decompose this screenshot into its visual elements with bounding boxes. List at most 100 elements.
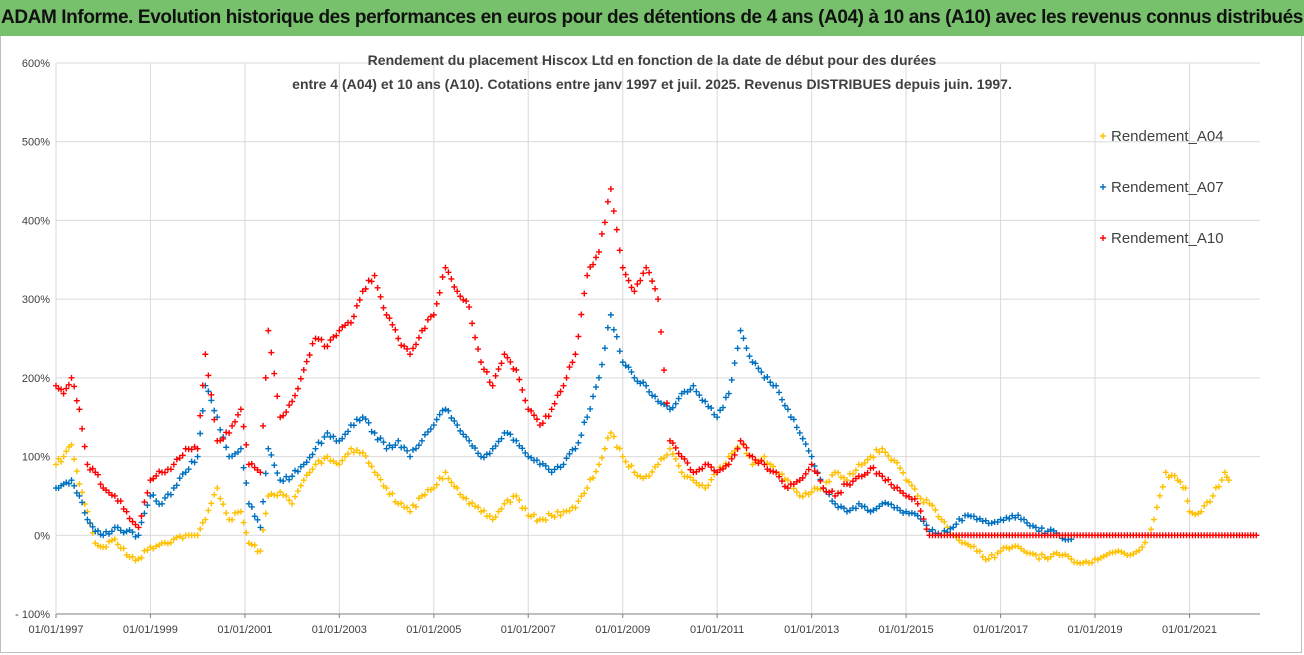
data-point [179,535,186,542]
data-point [81,443,88,450]
data-point [598,361,605,368]
data-point [71,456,78,463]
scatter-chart: - 100% 0% 100% 200% 300% 400% 500% 600% 01/01/19… [15,52,1260,636]
data-point [962,540,969,547]
data-point [616,247,623,254]
data-point [1159,483,1166,490]
data-point [914,512,921,519]
data-point [211,491,218,498]
data-point [492,514,499,521]
data-point [217,426,224,433]
data-point [108,537,115,544]
data-point [442,469,449,476]
data-point [424,428,431,435]
x-tick-label: 01/01/2015 [879,624,934,636]
data-point [1150,516,1157,523]
data-point [114,541,121,548]
data-point [643,382,650,389]
data-point [374,472,381,479]
data-point [578,493,585,500]
data-point [68,477,75,484]
data-point [1092,555,1098,562]
chart-title: Rendement du placement Hiscox Ltd en fon… [292,52,1012,92]
data-point [799,435,806,442]
data-point [631,469,638,476]
data-point [516,376,523,383]
data-point [226,429,233,436]
data-point [60,453,67,460]
data-point [1153,504,1160,511]
data-point [486,379,493,386]
data-point [646,388,653,395]
data-point [300,366,307,373]
data-point [773,469,780,476]
data-point [365,277,372,284]
data-point [528,407,535,414]
data-point [350,422,357,429]
data-point [237,445,244,452]
data-point [283,492,290,499]
data-point [779,396,786,403]
data-point [377,293,384,300]
data-point [271,370,278,377]
data-point [879,500,886,507]
data-point [584,414,591,421]
data-point [194,532,201,539]
data-point [1225,477,1232,484]
data-point [693,388,700,395]
data-point [466,437,473,444]
data-point [672,400,679,407]
data-point [498,435,505,442]
data-point [404,345,411,352]
data-point [424,316,431,323]
data-point [342,453,349,460]
data-point [234,411,241,418]
data-point [106,538,113,545]
data-point [65,480,72,487]
data-point [1148,526,1155,533]
x-tick-label: 01/01/2021 [1162,624,1217,636]
data-point [84,516,91,523]
data-point [587,405,594,412]
data-point [554,392,561,399]
legend-marker [1100,133,1106,139]
data-point [581,290,588,297]
data-point [383,445,390,452]
data-point [1015,512,1022,519]
data-point [610,433,617,440]
data-point [666,445,673,452]
data-point [1006,515,1013,522]
data-point [557,388,564,395]
data-point [211,416,218,423]
data-point [436,475,443,482]
data-point [460,494,467,501]
data-point [223,444,230,451]
data-point [905,478,912,485]
data-point [365,459,372,466]
data-point [286,402,293,409]
data-point [595,461,602,468]
data-point [303,472,310,479]
data-point [71,383,78,390]
data-point [885,452,892,459]
data-point [584,485,591,492]
data-point [138,513,145,520]
data-point [161,469,168,476]
data-point [260,498,267,505]
data-point [717,466,724,473]
data-point [483,451,490,458]
data-point [309,340,316,347]
chart-points [53,185,1260,567]
data-point [68,374,75,381]
data-point [708,464,715,471]
data-point [669,440,676,447]
data-point [132,521,139,528]
data-point [879,473,886,480]
y-tick-label: 400% [22,215,50,227]
data-point [911,495,918,502]
data-point [758,369,765,376]
data-point [114,524,121,531]
data-point [513,492,520,499]
data-point [843,481,850,488]
data-point [79,489,86,496]
